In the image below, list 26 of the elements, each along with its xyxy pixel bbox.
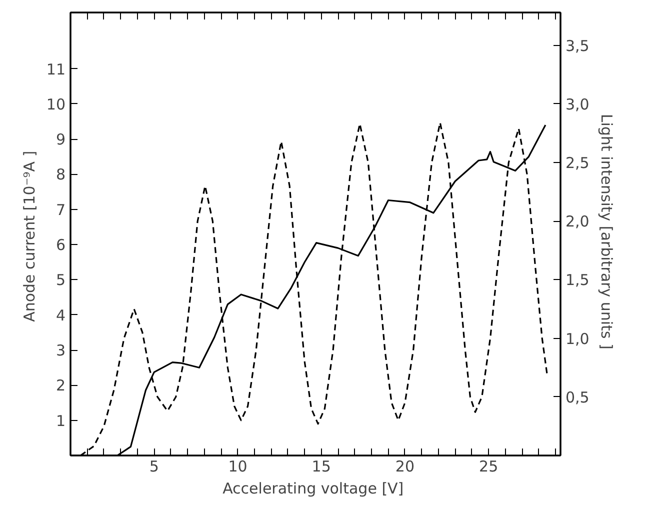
y2-tick-label: 3,0 (566, 95, 590, 114)
y-tick-label: 2 (56, 376, 66, 395)
y-tick-label: 7 (56, 200, 66, 219)
y-tick-label: 9 (56, 130, 66, 149)
x-tick-label: 15 (312, 458, 331, 476)
y-tick-label: 10 (46, 95, 66, 114)
y-tick-label: 11 (46, 60, 66, 78)
y-tick-label: 6 (56, 236, 66, 254)
x-axis-title: Accelerating voltage [V] (222, 480, 404, 498)
y-tick-label: 5 (56, 271, 66, 290)
y2-tick-label: 2,5 (566, 154, 590, 172)
y-tick-label: 3 (56, 342, 66, 360)
x-tick-label: 5 (149, 458, 159, 476)
x-tick-label: 25 (479, 458, 498, 476)
y-tick-label: 8 (56, 166, 66, 184)
y2-axis-title: Light intensity [arbitrary units ] (597, 114, 616, 350)
y2-tick-label: 0,5 (566, 388, 590, 406)
y-axis-title: Anode current [10⁻⁹A ] (20, 150, 38, 322)
y-tick-label: 1 (56, 412, 66, 430)
y2-tick-label: 3,5 (566, 36, 590, 55)
y2-tick-label: 2,0 (566, 212, 590, 231)
x-tick-label: 10 (228, 458, 248, 476)
y-tick-label: 4 (56, 306, 66, 324)
y2-tick-label: 1,0 (566, 330, 590, 348)
x-tick-label: 20 (395, 458, 415, 476)
y2-tick-label: 1,5 (566, 271, 590, 290)
